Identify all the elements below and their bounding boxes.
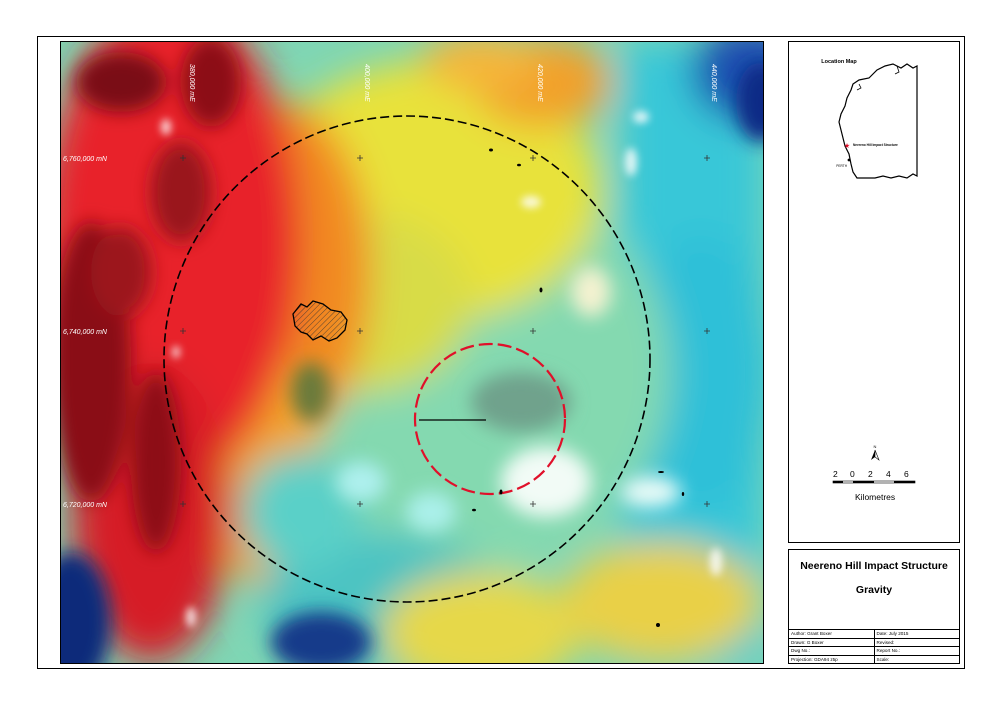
impact-marker-label: Neereno Hill Impact Structure — [853, 143, 898, 147]
northing-label-6760000: 6,760,000 mN — [63, 156, 108, 163]
gravity-map[interactable]: 380,000 mE 400,000 mE 420,000 mE 440,000… — [60, 41, 764, 664]
western-australia-outline — [838, 63, 918, 179]
perth-marker — [847, 158, 851, 162]
map-title: Neereno Hill Impact Structure — [800, 560, 948, 572]
easting-label-400000: 400,000 mE — [363, 64, 370, 102]
metadata-cell: Report No.: — [874, 646, 959, 655]
location-panel: Location Map PERTH ★ Neereno Hill Impact… — [788, 41, 960, 543]
easting-label-420000: 420,000 mE — [536, 64, 543, 102]
metadata-cell: Scale: — [874, 654, 959, 663]
metadata-cell: Drawn: G Boxer — [789, 637, 875, 647]
grid-crosses — [180, 155, 710, 507]
occurrence-marks — [472, 148, 685, 627]
metadata-row: Author: Grant Boxer Date: July 2015 — [789, 629, 959, 638]
perth-label: PERTH — [836, 164, 847, 168]
hatched-outcrop — [292, 300, 348, 342]
scale-tick-label: 2 — [868, 469, 873, 479]
scale-bar — [832, 480, 916, 484]
scale-tick-label: 6 — [904, 469, 909, 479]
gravity-map-canvas: 380,000 mE 400,000 mE 420,000 mE 440,000… — [61, 42, 763, 663]
northing-label-6720000: 6,720,000 mN — [63, 502, 108, 509]
metadata-cell: Dwg No.: — [789, 646, 875, 655]
easting-label-440000: 440,000 mE — [710, 64, 717, 102]
scale-tick-label: 0 — [850, 469, 855, 479]
metadata-table: Author: Grant Boxer Date: July 2015 Draw… — [789, 629, 959, 663]
location-inset: Location Map PERTH ★ Neereno Hill Impact… — [821, 59, 918, 484]
metadata-cell: Date: July 2015 — [874, 629, 959, 638]
metadata-row: Drawn: G Boxer Revised: — [789, 637, 959, 647]
title-block: Neereno Hill Impact Structure Gravity Au… — [788, 549, 960, 664]
metadata-cell: Author: Grant Boxer — [789, 629, 875, 638]
metadata-cell: Revised: — [874, 637, 959, 647]
impact-star-icon: ★ — [844, 142, 850, 150]
outer-ring — [163, 115, 651, 603]
metadata-cell: Projection: GDA94 z5p — [789, 654, 875, 663]
north-arrow-icon: N — [871, 444, 880, 461]
metadata-row: Dwg No.: Report No.: — [789, 646, 959, 655]
easting-label-380000: 380,000 mE — [188, 64, 195, 102]
metadata-row: Projection: GDA94 z5p Scale: — [789, 654, 959, 663]
svg-text:N: N — [874, 444, 877, 449]
scale-tick-label: 2 — [833, 469, 838, 479]
scale-tick-label: 4 — [886, 469, 891, 479]
map-subtitle: Gravity — [855, 584, 893, 596]
scale-unit-label: Kilometres — [855, 492, 896, 502]
inner-ring — [413, 342, 567, 496]
northing-label-6740000: 6,740,000 mN — [63, 329, 108, 336]
location-map-title: Location Map — [821, 59, 857, 65]
